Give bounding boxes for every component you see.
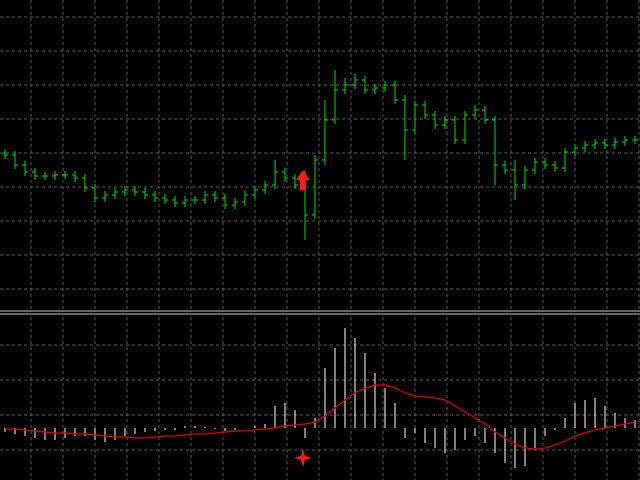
buy-arrow [296,170,310,190]
signal-line [5,384,636,450]
signal-star [294,449,312,467]
